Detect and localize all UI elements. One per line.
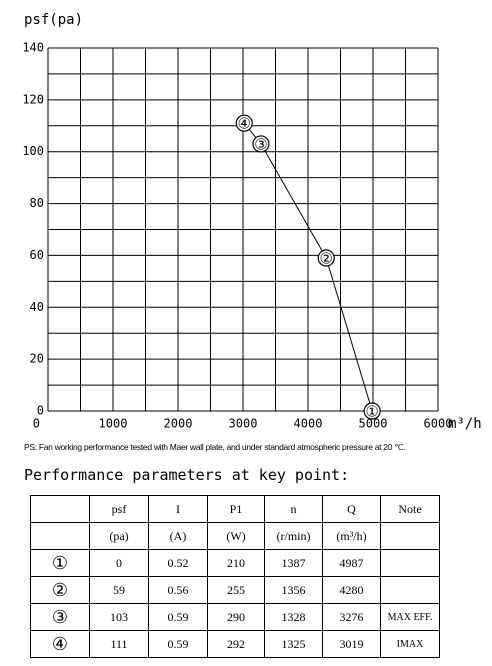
table-cell: 4987 [322,549,381,577]
y-axis-label: psf(pa) [24,12,83,28]
table-cell: 111 [89,630,149,658]
row-label: ② [30,576,90,604]
table-row: (pa) (A) (W) (r/min) (m³/h) [30,522,440,550]
curve [243,122,373,412]
y-tick-label: 20 [30,352,44,366]
table-cell: 0.56 [148,576,208,604]
table-cell: 3019 [322,630,381,658]
row-label: ① [30,549,90,577]
unit-cell: (m³/h) [322,522,381,550]
header-cell: I [148,495,208,523]
table-cell: 0.52 [148,549,208,577]
table-cell: 1356 [264,576,323,604]
table-cell: 1328 [264,603,323,631]
x-tick-label: 1000 [99,417,128,431]
row-label: ③ [30,603,90,631]
x-tick-label: 3000 [229,417,258,431]
y-tick-label: 140 [22,41,44,55]
x-tick-label: 2000 [164,417,193,431]
key-point-label: ④ [238,115,251,133]
key-point-label: ① [365,403,378,421]
key-point [317,249,335,267]
unit-cell [30,522,90,550]
table-cell: 59 [89,576,149,604]
table-cell: 0 [89,549,149,577]
table-row: ① 0 0.52 210 1387 4987 [30,549,440,577]
x-tick-label: 4000 [294,417,323,431]
note-cell [380,576,440,604]
y-tick-label: 40 [30,300,44,314]
y-tick-label: 120 [22,92,44,106]
table-cell: 1325 [264,630,323,658]
table-title: Performance parameters at key point: [24,466,350,484]
unit-cell: (W) [207,522,265,550]
unit-cell [380,522,440,550]
header-cell [30,495,90,523]
table-cell: 210 [207,549,265,577]
table-cell: 0.59 [148,603,208,631]
x-axis-label: m³/h [448,416,482,432]
unit-cell: (pa) [89,522,149,550]
note-cell: IMAX [380,630,440,658]
chart: psf(pa) m³/h 0 20 40 60 80 100 120 140 0 1000 2000… [22,12,482,432]
table-cell: 0.59 [148,630,208,658]
header-cell: Note [380,495,440,523]
table-row: ③ 103 0.59 290 1328 3276 MAX EFF. [30,603,440,631]
table-cell: 292 [207,630,265,658]
key-point [252,135,270,153]
header-cell: n [264,495,323,523]
y-tick-label: 80 [30,196,44,210]
y-tick-label: 100 [22,144,44,158]
key-point-label: ③ [254,135,267,153]
header-cell: P1 [207,495,265,523]
x-tick-label: 6000 [424,417,453,431]
table-row: ② 59 0.56 255 1356 4280 [30,576,440,604]
x-tick-label: 0 [33,417,40,431]
note: PS: Fan working performance tested with … [24,442,406,452]
table-row: psf I P1 n Q Note [30,495,440,523]
y-tick-label: 60 [30,248,44,262]
table-cell: 4280 [322,576,381,604]
note-cell: MAX EFF. [380,603,440,631]
table-cell: 255 [207,576,265,604]
key-point [363,402,381,420]
note-cell [380,549,440,577]
header-cell: psf [89,495,149,523]
key-point-label: ② [319,250,332,268]
header-cell: Q [322,495,381,523]
table-cell: 3276 [322,603,381,631]
table-row: ④ 111 0.59 292 1325 3019 IMAX [30,630,440,658]
table-cell: 103 [89,603,149,631]
x-tick-label: 5000 [359,417,388,431]
unit-cell: (r/min) [264,522,323,550]
table-cell: 290 [207,603,265,631]
row-label: ④ [30,630,90,658]
unit-cell: (A) [148,522,208,550]
table-cell: 1387 [264,549,323,577]
key-point [235,114,253,132]
table: psf I P1 n Q Note (pa) (A) (W) (r/min) (m³/h) ① 0 0.5… [30,495,440,658]
y-tick-label: 0 [37,404,44,418]
